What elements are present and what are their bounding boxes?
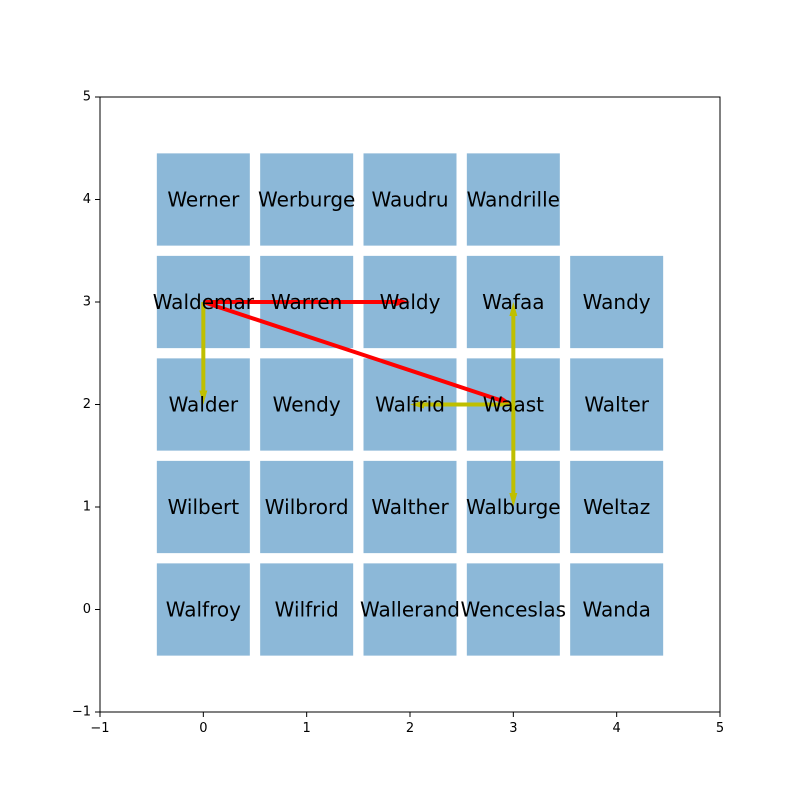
cell-werner: [156, 153, 250, 246]
y-tick-label: 1: [83, 500, 91, 515]
cell-label: Weltaz: [583, 495, 650, 519]
arrow-shaft: [202, 300, 501, 403]
cell-wilbrord: [260, 460, 354, 554]
cell-label: Waudru: [371, 188, 448, 212]
y-axis: −1 0 1 2 3 4 5: [72, 90, 100, 720]
cell-wandrille: [466, 153, 560, 246]
y-tick-label: 2: [83, 397, 91, 412]
cell-label: Wenceslas: [461, 598, 567, 622]
cell-label: Waldemar: [153, 290, 255, 314]
arrow-1: [203, 298, 410, 306]
cell-label: Wallerand: [360, 598, 460, 622]
cell-label: Warren: [271, 290, 342, 314]
cell-walfroy: [156, 563, 250, 656]
cell-label: Walburge: [466, 495, 561, 519]
x-tick-label: −1: [90, 721, 109, 736]
cell-label: Walder: [169, 393, 239, 417]
cell-walter: [570, 358, 664, 451]
arrow-3: [199, 302, 208, 405]
y-tick-label: −1: [72, 705, 91, 720]
y-tick-label: 5: [83, 90, 91, 105]
x-tick-label: 3: [509, 721, 517, 736]
cell-wandy: [570, 255, 664, 349]
x-tick-label: 1: [303, 721, 311, 736]
arrow-head: [396, 298, 410, 306]
labels-layer: Werner Werburge Waudru Wandrille Waldemar War…: [153, 188, 651, 622]
x-tick-label: 5: [716, 721, 724, 736]
x-tick-label: 4: [613, 721, 621, 736]
x-tick-label: 2: [406, 721, 414, 736]
cell-label: Walfroy: [166, 598, 241, 622]
cell-weltaz: [570, 460, 664, 554]
arrow-6: [509, 404, 518, 507]
cell-label: Waldy: [380, 290, 441, 314]
cell-label: Wilbert: [168, 495, 240, 519]
cell-label: Werner: [167, 188, 240, 212]
arrow-2: [202, 300, 514, 405]
arrow-head: [199, 390, 208, 405]
cell-wendy: [260, 358, 354, 451]
cell-label: Wilbrord: [265, 495, 349, 519]
y-tick-label: 0: [83, 602, 91, 617]
cell-label: Wafaa: [482, 290, 544, 314]
cell-wenceslas: [466, 563, 560, 656]
cell-wallerand: [363, 563, 457, 656]
cell-label: Werburge: [258, 188, 355, 212]
cell-label: Wendy: [273, 393, 341, 417]
cell-label: Walter: [584, 393, 649, 417]
arrow-5: [410, 400, 514, 409]
cell-wilfrid: [260, 563, 354, 656]
arrow-head: [509, 302, 518, 316]
cell-label: Walther: [371, 495, 449, 519]
cell-label: Walfrid: [375, 393, 445, 417]
x-axis: −1 0 1 2 3 4 5: [90, 712, 724, 736]
cell-label: Wandy: [583, 290, 651, 314]
cell-wanda: [570, 563, 664, 656]
cells-layer: [156, 153, 664, 656]
cell-label: Waast: [483, 393, 544, 417]
arrow-head: [498, 396, 514, 405]
arrows-layer: [199, 298, 518, 507]
cell-label: Wilfrid: [275, 598, 339, 622]
cell-label: Wandrille: [467, 188, 560, 212]
cell-label: Wanda: [582, 598, 650, 622]
y-tick-label: 4: [83, 192, 91, 207]
x-tick-label: 0: [199, 721, 207, 736]
cell-walther: [363, 460, 457, 554]
cell-werburge: [260, 153, 354, 246]
cell-wilbert: [156, 460, 250, 554]
y-tick-label: 3: [83, 295, 91, 310]
arrow-4: [509, 302, 518, 405]
arrow-head: [410, 400, 424, 409]
cell-waudru: [363, 153, 457, 246]
arrow-head: [509, 493, 518, 507]
